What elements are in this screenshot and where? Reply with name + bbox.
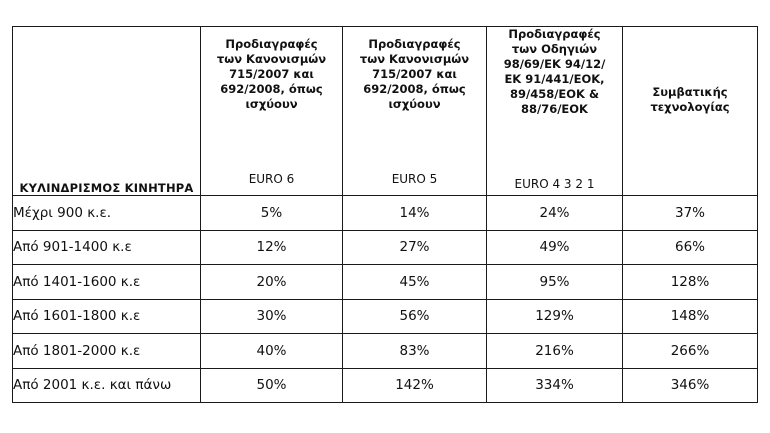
table-cell: 334% [486,367,623,403]
table-row: Μέχρι 900 κ.ε. 5% 14% 24% 37% [12,195,758,231]
table-cell: 95% [486,264,623,300]
row-label: Από 1801-2000 κ.ε [12,333,201,369]
row-label: Από 1401-1600 κ.ε [12,264,201,300]
table-row: Από 2001 κ.ε. και πάνω 50% 142% 334% 346… [12,367,758,403]
table-row: Από 1401-1600 κ.ε 20% 45% 95% 128% [12,264,758,300]
table-cell: 49% [486,229,623,265]
column-spec-text: Προδιαγραφές των Οδηγιών 98/69/ΕΚ 94/12/… [503,27,606,116]
column-header-euro6: Προδιαγραφές των Κανονισμών 715/2007 και… [200,26,343,196]
table-cell: 128% [622,264,758,300]
row-label: Από 2001 κ.ε. και πάνω [12,367,201,403]
table-cell: 27% [342,229,487,265]
row-label: Μέχρι 900 κ.ε. [12,195,201,231]
table-cell: 142% [342,367,487,403]
table-row: Από 1601-1800 κ.ε 30% 56% 129% 148% [12,298,758,334]
table-row: Από 1801-2000 κ.ε 40% 83% 216% 266% [12,333,758,369]
table-cell: 216% [486,333,623,369]
column-spec-text: Προδιαγραφές των Κανονισμών 715/2007 και… [216,37,327,111]
table-cell: 66% [622,229,758,265]
engine-tax-table: ΚΥΛΙΝΔΡΙΣΜΟΣ ΚΙΝΗΤΗΡΑ Προδιαγραφές των Κ… [12,26,758,403]
column-euro-label: EURO 5 [391,172,438,186]
table-cell: 50% [200,367,343,403]
table-cell: 56% [342,298,487,334]
table-cell: 83% [342,333,487,369]
table-cell: 37% [622,195,758,231]
table-row: Από 901-1400 κ.ε 12% 27% 49% 66% [12,229,758,265]
column-spec-text: Συμβατικής τεχνολογίας [650,85,730,114]
row-label: Από 1601-1800 κ.ε [12,298,201,334]
column-euro-label: EURO 6 [248,172,295,186]
table-cell: 129% [486,298,623,334]
table-cell: 148% [622,298,758,334]
row-label: Από 901-1400 κ.ε [12,229,201,265]
table-header-row: ΚΥΛΙΝΔΡΙΣΜΟΣ ΚΙΝΗΤΗΡΑ Προδιαγραφές των Κ… [12,26,758,196]
table-cell: 5% [200,195,343,231]
column-spec-text: Προδιαγραφές των Κανονισμών 715/2007 και… [359,37,470,111]
table-cell: 40% [200,333,343,369]
table-cell: 20% [200,264,343,300]
engine-capacity-header: ΚΥΛΙΝΔΡΙΣΜΟΣ ΚΙΝΗΤΗΡΑ [12,26,201,196]
column-header-euro4321: Προδιαγραφές των Οδηγιών 98/69/ΕΚ 94/12/… [486,26,623,196]
table-cell: 14% [342,195,487,231]
table-cell: 30% [200,298,343,334]
column-header-conventional: Συμβατικής τεχνολογίας [622,26,758,196]
table-cell: 346% [622,367,758,403]
table-cell: 12% [200,229,343,265]
table-cell: 45% [342,264,487,300]
column-euro-label: EURO 4 3 2 1 [514,177,595,191]
table-cell: 24% [486,195,623,231]
table-cell: 266% [622,333,758,369]
column-header-euro5: Προδιαγραφές των Κανονισμών 715/2007 και… [342,26,487,196]
